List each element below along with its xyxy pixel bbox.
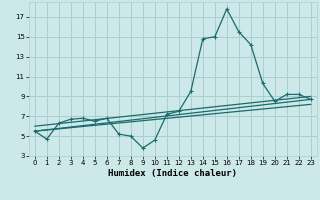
X-axis label: Humidex (Indice chaleur): Humidex (Indice chaleur) [108,169,237,178]
